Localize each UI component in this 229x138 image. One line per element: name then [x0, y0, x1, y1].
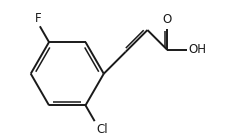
Text: O: O: [161, 13, 171, 26]
Text: Cl: Cl: [96, 123, 107, 136]
Text: F: F: [35, 12, 42, 25]
Text: OH: OH: [187, 43, 205, 56]
